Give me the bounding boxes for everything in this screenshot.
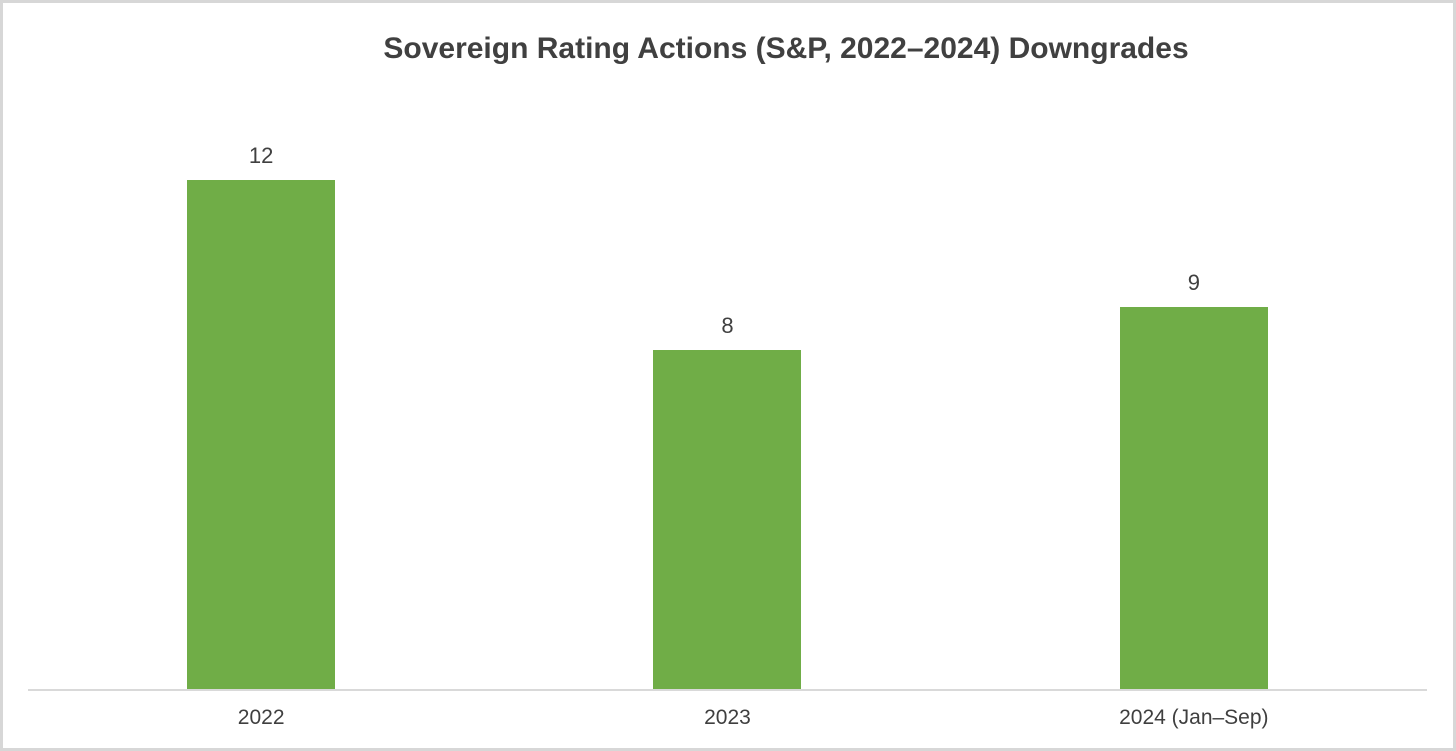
bar-value-label: 12 xyxy=(248,143,274,168)
bar-value-label: 9 xyxy=(1187,270,1200,295)
plot-area: 12 8 9 xyxy=(28,130,1427,690)
x-axis-labels: 2022 2023 2024 (Jan–Sep) xyxy=(28,704,1427,731)
chart-title: Sovereign Rating Actions (S&P, 2022–2024… xyxy=(383,32,1189,65)
x-axis-label: 2024 (Jan–Sep) xyxy=(1119,706,1269,729)
bar-group: 8 xyxy=(494,315,960,690)
bar-group: 9 xyxy=(961,272,1427,690)
bar-group: 12 xyxy=(28,145,494,690)
bar xyxy=(1119,307,1268,690)
bar-value-label: 8 xyxy=(721,313,734,338)
bar xyxy=(187,180,336,690)
x-axis-line xyxy=(28,689,1427,691)
x-axis-label: 2023 xyxy=(704,706,751,729)
x-axis-label: 2022 xyxy=(237,706,285,729)
bar xyxy=(653,350,802,690)
